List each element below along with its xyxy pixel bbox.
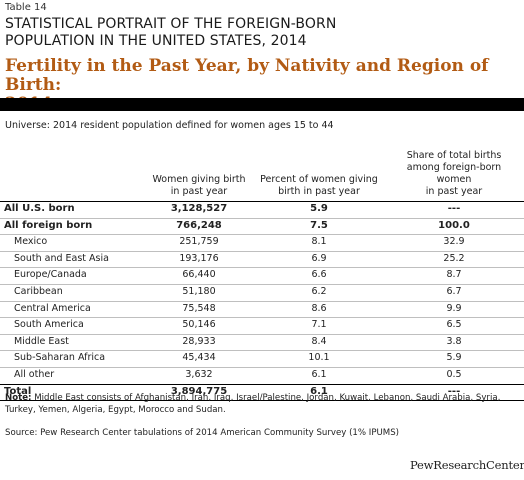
cell-births: 251,759 — [179, 236, 219, 248]
table-row: All other 3,632 6.1 0.5 — [0, 368, 524, 384]
note-label: Note: — [5, 393, 32, 403]
table-row: Middle East 28,933 8.4 3.8 — [0, 335, 524, 352]
cell-percent: 7.1 — [311, 319, 327, 331]
cell-share: --- — [447, 385, 461, 397]
column-header-percent-line-1: Percent of women giving — [260, 174, 378, 185]
column-header-births: Women giving birth in past year — [139, 174, 259, 198]
cell-births: 75,548 — [182, 302, 216, 314]
cell-share: 6.5 — [446, 319, 462, 331]
cell-share: --- — [447, 203, 461, 214]
cell-share: 3.8 — [446, 335, 462, 347]
row-label: Sub-Saharan Africa — [14, 352, 106, 364]
table-row-total: Total 3,894,775 6.1 --- — [0, 383, 524, 402]
cell-share: 9.9 — [446, 302, 462, 314]
row-label: Total — [4, 385, 32, 397]
row-label: All U.S. born — [4, 203, 75, 214]
cell-percent: 7.5 — [310, 219, 328, 231]
row-label: South America — [14, 319, 84, 331]
column-header-percent: Percent of women giving birth in past ye… — [254, 174, 384, 198]
super-title-line-2: POPULATION IN THE UNITED STATES, 2014 — [5, 33, 307, 49]
table-row: All foreign born 766,248 7.5 100.0 — [0, 219, 524, 236]
cell-share: 32.9 — [443, 236, 465, 248]
column-header-percent-line-2: birth in past year — [278, 186, 360, 197]
cell-births: 66,440 — [182, 269, 216, 281]
cell-births: 50,146 — [182, 319, 216, 331]
cell-percent: 6.1 — [310, 385, 328, 397]
column-header-share-line-2: among foreign-born — [406, 162, 502, 173]
table-row: South America 50,146 7.1 6.5 — [0, 318, 524, 335]
pew-logo: PewResearchCenter — [410, 458, 524, 472]
table-row: Europe/Canada 66,440 6.6 8.7 — [0, 268, 524, 285]
cell-share: 6.7 — [446, 285, 462, 297]
cell-share: 25.2 — [443, 252, 465, 264]
cell-percent: 10.1 — [308, 352, 330, 364]
row-label: All foreign born — [4, 219, 93, 231]
row-label: Central America — [14, 302, 91, 314]
cell-percent: 5.9 — [310, 203, 328, 214]
cell-births: 45,434 — [182, 352, 216, 364]
cell-share: 100.0 — [438, 219, 470, 231]
table-row: Mexico 251,759 8.1 32.9 — [0, 235, 524, 252]
row-label: Caribbean — [14, 285, 63, 297]
cell-births: 193,176 — [179, 252, 219, 264]
row-label: Europe/Canada — [14, 269, 87, 281]
cell-share: 5.9 — [446, 352, 462, 364]
universe-text: Universe: 2014 resident population defin… — [5, 120, 334, 131]
cell-percent: 6.1 — [311, 368, 327, 380]
cell-share: 8.7 — [446, 269, 462, 281]
page-title-line-1: Fertility in the Past Year, by Nativity … — [5, 56, 489, 95]
table-number: Table 14 — [5, 2, 47, 13]
header-rule — [0, 201, 524, 202]
column-header-births-line-1: Women giving birth — [152, 174, 246, 185]
cell-births: 3,632 — [185, 368, 213, 380]
note-text: Middle East consists of Afghanistan, Ira… — [5, 393, 501, 415]
data-table: All U.S. born 3,128,527 5.9 --- All fore… — [0, 202, 524, 402]
super-title-line-1: STATISTICAL PORTRAIT OF THE FOREIGN-BORN — [5, 16, 337, 32]
cell-percent: 8.4 — [311, 335, 327, 347]
cell-births: 766,248 — [176, 219, 222, 231]
cell-percent: 8.6 — [311, 302, 327, 314]
row-label: Mexico — [14, 236, 48, 248]
table-row: Sub-Saharan Africa 45,434 10.1 5.9 — [0, 351, 524, 368]
cell-percent: 8.1 — [311, 236, 327, 248]
title-divider-bar — [0, 98, 524, 111]
table-row: Caribbean 51,180 6.2 6.7 — [0, 285, 524, 302]
cell-share: 0.5 — [446, 368, 462, 380]
note: Note: Middle East consists of Afghanista… — [5, 392, 520, 416]
cell-births: 51,180 — [182, 285, 216, 297]
column-header-share-line-1: Share of total births — [406, 150, 502, 161]
cell-percent: 6.2 — [311, 285, 327, 297]
cell-percent: 6.9 — [311, 252, 327, 264]
cell-births: 28,933 — [182, 335, 216, 347]
source: Source: Pew Research Center tabulations … — [5, 428, 400, 438]
cell-births: 3,894,775 — [170, 385, 228, 397]
cell-births: 3,128,527 — [170, 203, 228, 214]
table-row: Central America 75,548 8.6 9.9 — [0, 302, 524, 319]
row-label: South and East Asia — [14, 252, 109, 264]
cell-percent: 6.6 — [311, 269, 327, 281]
row-label: Middle East — [14, 335, 69, 347]
column-header-births-line-2: in past year — [170, 186, 228, 197]
row-label: All other — [14, 368, 55, 380]
column-header-share-line-4: in past year — [425, 186, 483, 197]
super-title: STATISTICAL PORTRAIT OF THE FOREIGN-BORN… — [5, 16, 520, 50]
table-row: South and East Asia 193,176 6.9 25.2 — [0, 252, 524, 269]
column-header-share-line-3: women — [436, 174, 472, 185]
column-header-share: Share of total births among foreign-born… — [394, 150, 514, 198]
table-row: All U.S. born 3,128,527 5.9 --- — [0, 202, 524, 219]
